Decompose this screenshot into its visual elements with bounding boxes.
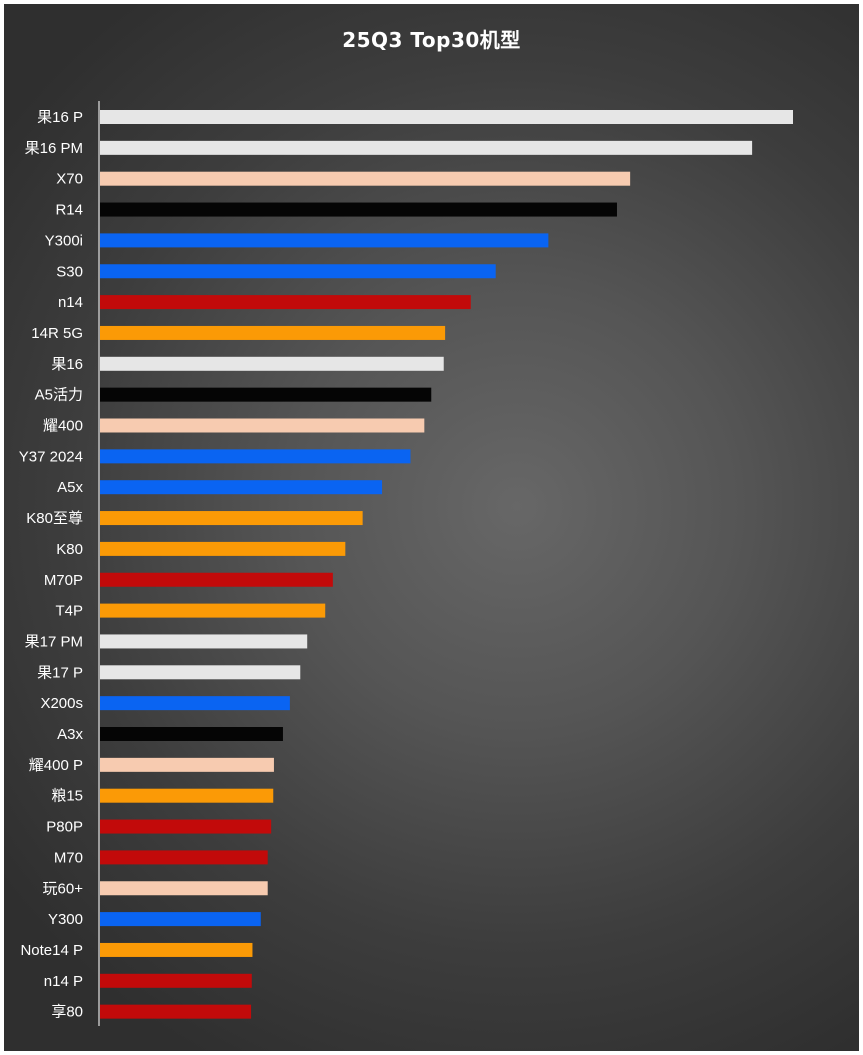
category-labels-group: 果16 P 果16 PM X70 R14 Y300i S30 n14 14R 5G 果16 A5活… bbox=[19, 109, 84, 1021]
category-label-13: A5x bbox=[57, 479, 83, 496]
bar-1 bbox=[100, 110, 793, 124]
category-label-28: Note14 P bbox=[20, 942, 83, 959]
category-label-19: 果17 P bbox=[37, 664, 83, 681]
bar-11 bbox=[100, 418, 425, 433]
bar-chart: 果16 P 果16 PM X70 R14 Y300i S30 n14 14R 5G 果16 A5活… bbox=[19, 101, 793, 1026]
category-label-7: n14 bbox=[58, 294, 83, 311]
chart-title: 25Q3 Top30机型 bbox=[342, 28, 521, 52]
bar-3 bbox=[100, 171, 631, 186]
category-label-29: n14 P bbox=[44, 973, 83, 990]
category-label-22: 耀400 P bbox=[29, 757, 83, 774]
category-label-1: 果16 P bbox=[37, 109, 83, 126]
category-label-8: 14R 5G bbox=[31, 325, 83, 342]
bar-17 bbox=[100, 603, 326, 618]
bar-18 bbox=[100, 634, 308, 649]
category-label-2: 果16 PM bbox=[25, 140, 83, 157]
category-label-12: Y37 2024 bbox=[19, 448, 83, 465]
bar-14 bbox=[100, 511, 363, 526]
bar-6 bbox=[100, 264, 496, 279]
bar-16 bbox=[100, 572, 333, 587]
bar-10 bbox=[100, 387, 432, 402]
bar-19 bbox=[100, 665, 301, 680]
bar-26 bbox=[100, 881, 268, 896]
category-label-3: X70 bbox=[56, 171, 83, 188]
category-label-6: S30 bbox=[56, 263, 83, 280]
category-label-25: M70 bbox=[54, 849, 83, 866]
bar-9 bbox=[100, 356, 444, 371]
bar-23 bbox=[100, 788, 274, 803]
category-label-17: T4P bbox=[55, 603, 83, 620]
category-label-26: 玩60+ bbox=[43, 880, 84, 897]
bar-15 bbox=[100, 541, 346, 556]
category-label-27: Y300 bbox=[48, 911, 83, 928]
category-label-5: Y300i bbox=[45, 232, 83, 249]
category-label-20: X200s bbox=[40, 695, 83, 712]
bar-7 bbox=[100, 295, 471, 310]
bar-2 bbox=[100, 140, 753, 155]
bar-25 bbox=[100, 850, 268, 865]
category-label-21: A3x bbox=[57, 726, 83, 743]
bar-30 bbox=[100, 1004, 252, 1019]
category-label-10: A5活力 bbox=[35, 387, 83, 404]
bar-13 bbox=[100, 480, 383, 495]
category-label-30: 享80 bbox=[51, 1004, 83, 1021]
bar-12 bbox=[100, 449, 411, 464]
bar-4 bbox=[100, 202, 617, 217]
bar-28 bbox=[100, 942, 253, 957]
category-label-18: 果17 PM bbox=[25, 633, 83, 650]
category-label-23: 粮15 bbox=[51, 788, 83, 805]
bar-22 bbox=[100, 757, 274, 772]
bar-8 bbox=[100, 325, 446, 340]
category-label-14: K80至尊 bbox=[26, 510, 83, 527]
category-label-15: K80 bbox=[56, 541, 83, 558]
bar-29 bbox=[100, 973, 252, 988]
chart-area: 25Q3 Top30机型 果16 P 果16 PM X70 R14 Y300i S30 n1… bbox=[4, 4, 859, 1051]
bar-24 bbox=[100, 819, 272, 834]
category-label-11: 耀400 bbox=[43, 418, 83, 435]
bar-20 bbox=[100, 696, 290, 711]
category-label-16: M70P bbox=[44, 572, 83, 589]
category-label-9: 果16 bbox=[51, 356, 83, 373]
category-label-4: R14 bbox=[55, 202, 83, 219]
bars-group bbox=[100, 110, 793, 1019]
bar-21 bbox=[100, 727, 283, 741]
category-label-24: P80P bbox=[46, 819, 83, 836]
bar-27 bbox=[100, 912, 261, 927]
bar-5 bbox=[100, 233, 549, 248]
